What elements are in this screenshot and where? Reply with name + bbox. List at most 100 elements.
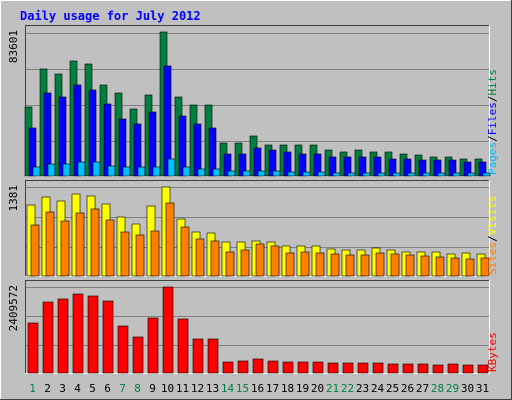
x-tick-label: 24	[371, 382, 385, 395]
bar-sites-day-1	[30, 224, 40, 277]
bar-files-day-24	[373, 156, 382, 177]
x-tick-label: 13	[206, 382, 219, 395]
x-tick-label: 19	[296, 382, 309, 395]
y-max-label: 83601	[7, 30, 20, 63]
bar-pages-day-23	[362, 172, 371, 177]
bar-sites-day-23	[360, 254, 370, 277]
bar-files-day-25	[388, 158, 397, 177]
bar-files-day-29	[448, 159, 457, 177]
bar-kbytes-day-6	[102, 300, 114, 374]
x-tick-label: 9	[149, 382, 156, 395]
y-max-label: 2409572	[7, 285, 20, 331]
bar-kbytes-day-5	[87, 295, 99, 374]
bar-sites-day-28	[435, 256, 445, 277]
bar-kbytes-day-17	[267, 360, 279, 374]
legend-separator: /	[486, 235, 499, 242]
bar-kbytes-day-23	[357, 362, 369, 374]
x-tick-label: 26	[401, 382, 414, 395]
bar-files-day-20	[313, 153, 322, 177]
x-tick-label: 3	[59, 382, 66, 395]
bar-sites-day-29	[450, 257, 460, 277]
bar-kbytes-day-9	[147, 317, 159, 374]
bar-sites-day-5	[90, 208, 100, 277]
x-tick-label: 8	[134, 382, 141, 395]
bar-sites-day-25	[390, 253, 400, 277]
x-tick-label: 14	[221, 382, 235, 395]
bar-files-day-19	[298, 153, 307, 177]
bar-files-day-4	[73, 84, 82, 177]
bar-pages-day-5	[92, 161, 101, 177]
x-tick-label: 16	[251, 382, 264, 395]
bar-kbytes-day-14	[222, 361, 234, 374]
bar-kbytes-day-18	[282, 361, 294, 374]
bar-sites-day-10	[165, 202, 175, 277]
bar-sites-day-9	[150, 230, 160, 277]
x-tick-label: 29	[446, 382, 459, 395]
bar-pages-day-8	[137, 166, 146, 177]
bar-sites-day-11	[180, 226, 190, 277]
bar-sites-day-4	[75, 212, 85, 277]
bar-kbytes-day-2	[42, 301, 54, 374]
bar-kbytes-day-20	[312, 361, 324, 374]
x-tick-label: 17	[266, 382, 279, 395]
x-tick-label: 2	[44, 382, 51, 395]
bar-pages-day-2	[47, 163, 56, 177]
bar-kbytes-day-24	[372, 362, 384, 374]
bar-files-day-11	[178, 115, 187, 177]
bar-kbytes-day-31	[477, 364, 489, 374]
legend-hits: Pages/Files/Hits	[486, 69, 499, 175]
bar-sites-day-8	[135, 234, 145, 277]
bar-sites-day-31	[480, 257, 490, 277]
bar-kbytes-day-16	[252, 358, 264, 374]
bar-pages-day-15	[242, 170, 251, 177]
bar-kbytes-day-29	[447, 363, 459, 374]
bar-files-day-23	[358, 156, 367, 177]
bar-sites-day-21	[330, 253, 340, 277]
bar-files-day-27	[418, 159, 427, 177]
bar-files-day-13	[208, 127, 217, 177]
bar-pages-day-21	[332, 172, 341, 177]
bar-pages-day-29	[452, 172, 461, 177]
bar-files-day-5	[88, 89, 97, 177]
bar-pages-day-18	[287, 171, 296, 177]
x-tick-label: 30	[461, 382, 474, 395]
bar-kbytes-day-22	[342, 362, 354, 374]
bar-kbytes-day-27	[417, 363, 429, 374]
bar-pages-day-13	[212, 168, 221, 177]
bar-pages-day-30	[467, 172, 476, 177]
x-tick-label: 15	[236, 382, 249, 395]
bar-kbytes-day-30	[462, 364, 474, 374]
chart-title: Daily usage for July 2012	[20, 9, 201, 23]
bar-kbytes-day-8	[132, 336, 144, 374]
bar-files-day-21	[328, 156, 337, 177]
bar-pages-day-28	[437, 172, 446, 177]
bar-files-day-8	[133, 123, 142, 177]
bar-sites-day-15	[240, 249, 250, 277]
y-max-label: 1381	[7, 185, 20, 212]
bar-files-day-16	[253, 147, 262, 177]
bar-sites-day-3	[60, 220, 70, 277]
bar-files-day-12	[193, 123, 202, 177]
bar-sites-day-27	[420, 255, 430, 277]
bar-kbytes-day-19	[297, 361, 309, 374]
bar-sites-day-22	[345, 254, 355, 277]
bar-kbytes-day-28	[432, 364, 444, 374]
bar-kbytes-day-3	[57, 298, 69, 374]
bar-kbytes-day-15	[237, 360, 249, 374]
bar-pages-day-17	[272, 170, 281, 177]
bar-sites-day-19	[300, 251, 310, 277]
bar-sites-day-20	[315, 252, 325, 277]
bar-sites-day-7	[120, 231, 130, 277]
x-tick-label: 25	[386, 382, 399, 395]
bar-pages-day-3	[62, 163, 71, 177]
panel-background	[25, 280, 490, 374]
bar-sites-day-24	[375, 252, 385, 277]
bar-sites-day-6	[105, 219, 115, 277]
bar-sites-day-18	[285, 252, 295, 277]
x-tick-label: 4	[74, 382, 81, 395]
bar-kbytes-day-13	[207, 338, 219, 374]
x-tick-label: 10	[161, 382, 174, 395]
bar-files-day-22	[343, 156, 352, 177]
bar-kbytes-day-11	[177, 318, 189, 374]
